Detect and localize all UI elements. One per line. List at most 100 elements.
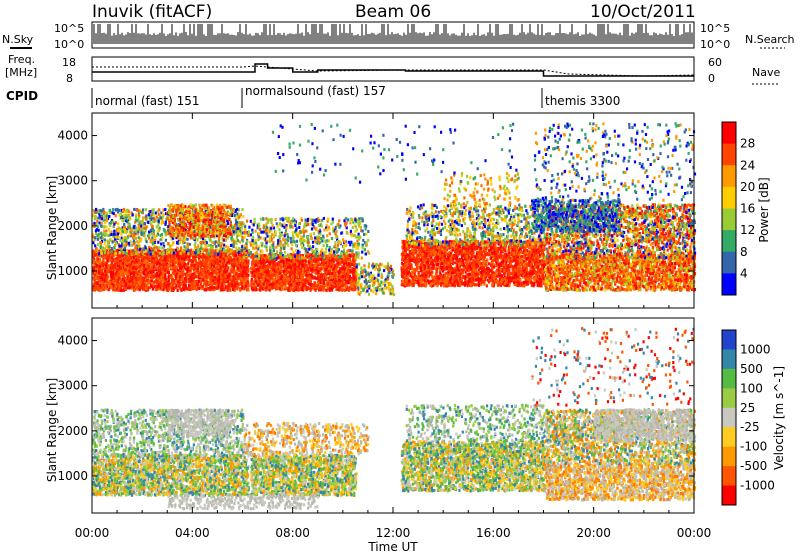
data-cell [194, 255, 197, 259]
data-cell [209, 257, 212, 261]
data-cell [247, 273, 250, 277]
data-cell [168, 226, 172, 230]
data-cell [175, 286, 178, 290]
data-cell [164, 220, 167, 224]
data-cell [177, 231, 180, 235]
data-cell [158, 264, 161, 268]
data-cell [95, 264, 98, 268]
data-cell [134, 263, 137, 267]
data-cell [228, 218, 231, 222]
data-cell [229, 288, 232, 292]
data-cell [96, 273, 99, 277]
data-cell [231, 277, 234, 281]
data-cell [216, 205, 219, 209]
data-cell [128, 215, 131, 219]
data-cell [200, 281, 203, 285]
data-cell [143, 271, 146, 275]
data-cell [125, 213, 128, 217]
data-cell [148, 230, 151, 234]
data-cell [124, 282, 127, 286]
data-cell [114, 241, 118, 245]
data-cell [168, 224, 171, 228]
data-cell [149, 252, 152, 256]
data-cell [158, 226, 161, 230]
data-cell [190, 228, 193, 232]
data-cell [153, 244, 156, 248]
data-cell [161, 274, 164, 278]
data-cell [149, 273, 152, 277]
data-cell [123, 231, 127, 234]
data-cell [138, 269, 141, 273]
data-cell [171, 256, 174, 260]
data-cell [128, 243, 131, 247]
data-cell [174, 259, 177, 263]
data-cell [192, 225, 195, 229]
data-cell [121, 226, 124, 230]
data-cell [141, 266, 144, 270]
data-cell [173, 272, 176, 276]
data-cell [125, 263, 129, 267]
data-cell [151, 263, 154, 267]
data-cell [138, 279, 142, 283]
data-cell [230, 248, 233, 252]
data-cell [219, 268, 222, 272]
data-cell [235, 230, 238, 234]
data-cell [182, 215, 185, 219]
data-cell [97, 279, 100, 282]
data-cell [216, 221, 219, 224]
data-cell [189, 210, 192, 213]
data-cell [168, 205, 171, 209]
data-cell [218, 228, 221, 232]
data-cell [219, 247, 222, 251]
data-cell [156, 246, 159, 250]
data-cell [144, 258, 147, 262]
data-cell [211, 204, 214, 208]
data-cell [239, 269, 242, 272]
data-cell [184, 205, 187, 209]
data-cell [228, 248, 231, 252]
data-cell [191, 250, 194, 254]
data-cell [194, 280, 197, 284]
data-cell [184, 217, 187, 220]
data-cell [114, 288, 117, 292]
data-cell [147, 265, 150, 269]
data-cell [145, 217, 148, 221]
data-cell [172, 241, 175, 245]
data-cell [185, 246, 188, 250]
cpid-label: CPID [6, 89, 38, 103]
data-cell [225, 266, 228, 270]
data-cell [144, 226, 147, 230]
data-cell [200, 243, 203, 247]
data-cell [170, 215, 173, 218]
data-cell [234, 260, 238, 264]
data-cell [197, 246, 200, 250]
data-cell [221, 231, 225, 235]
data-cell [221, 265, 224, 269]
data-cell [205, 288, 208, 292]
data-cell [208, 236, 211, 240]
data-cell [162, 221, 165, 225]
data-cell [151, 276, 154, 280]
data-cell [175, 265, 178, 269]
data-cell [174, 250, 177, 254]
data-cell [219, 213, 222, 217]
data-cell [103, 232, 106, 235]
data-cell [102, 281, 105, 285]
data-cell [124, 255, 127, 259]
data-cell [213, 257, 216, 261]
data-cell [99, 276, 102, 280]
data-cell [95, 207, 98, 211]
data-cell [95, 222, 98, 226]
data-cell [244, 284, 247, 288]
data-cell [114, 214, 117, 218]
data-cell [230, 208, 233, 212]
data-cell [234, 253, 237, 257]
data-cell [224, 266, 227, 270]
data-cell [105, 271, 108, 275]
data-cell [227, 245, 230, 249]
data-cell [119, 266, 122, 270]
data-cell [206, 217, 210, 221]
nsearch-label: N.Search [745, 33, 795, 46]
data-cell [213, 205, 216, 209]
